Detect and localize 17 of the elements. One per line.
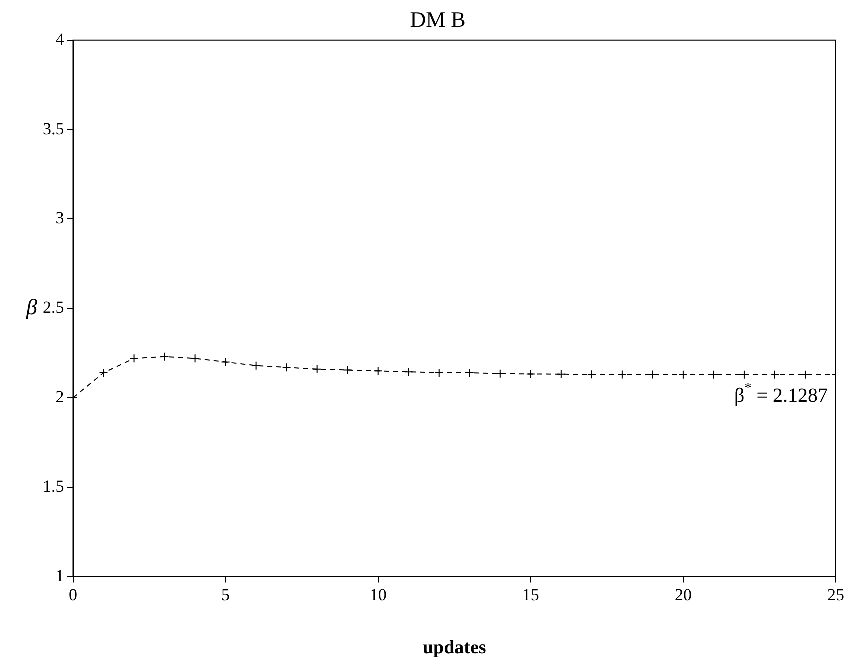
chart-title: DM B	[410, 6, 466, 32]
y-tick-label: 2.5	[43, 298, 64, 318]
y-tick-label: 4	[56, 30, 65, 49]
y-tick-label: 3	[56, 208, 64, 228]
x-tick-label: 20	[674, 585, 692, 604]
annotation: β* = 2.1287	[734, 382, 828, 408]
y-tick-label: 2	[56, 387, 64, 406]
y-tick-label: 1	[56, 566, 64, 586]
x-tick-label: 0	[69, 585, 78, 604]
x-tick-label: 10	[370, 585, 387, 604]
y-tick-label: 1.5	[43, 476, 64, 496]
x-tick-label: 15	[522, 585, 540, 604]
y-axis-title: β	[26, 294, 38, 320]
x-tick-label: 5	[222, 585, 230, 604]
x-tick-label: 25	[828, 585, 844, 604]
y-tick-label: 3.5	[43, 119, 64, 138]
x-axis-title: updates	[422, 638, 486, 659]
